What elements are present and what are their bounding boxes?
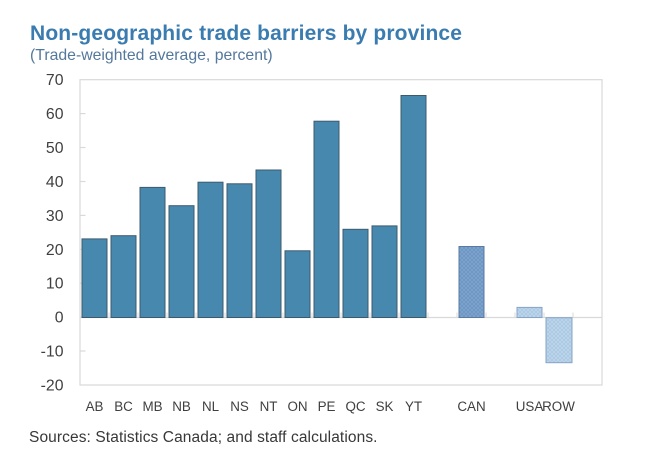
svg-text:60: 60 xyxy=(46,106,64,123)
svg-text:NS: NS xyxy=(230,399,249,414)
svg-text:Sources: Statistics Canada; an: Sources: Statistics Canada; and staff ca… xyxy=(29,429,378,446)
svg-text:70: 70 xyxy=(46,72,64,89)
svg-text:Non-geographic trade barriers: Non-geographic trade barriers by provinc… xyxy=(30,22,462,45)
svg-text:YT: YT xyxy=(405,399,422,414)
svg-text:30: 30 xyxy=(46,208,64,225)
svg-text:(Trade-weighted average, perce: (Trade-weighted average, percent) xyxy=(30,47,273,64)
svg-text:NB: NB xyxy=(172,399,191,414)
svg-text:QC: QC xyxy=(345,399,365,414)
svg-text:MB: MB xyxy=(142,399,162,414)
svg-text:40: 40 xyxy=(46,174,64,191)
svg-text:NT: NT xyxy=(260,399,278,414)
svg-text:ROW: ROW xyxy=(542,399,575,414)
svg-text:SK: SK xyxy=(376,399,394,414)
svg-text:10: 10 xyxy=(46,276,64,293)
svg-text:50: 50 xyxy=(46,140,64,157)
svg-text:USA: USA xyxy=(516,399,544,414)
svg-text:0: 0 xyxy=(55,310,64,327)
svg-text:CAN: CAN xyxy=(457,399,485,414)
svg-text:NL: NL xyxy=(202,399,219,414)
svg-text:ON: ON xyxy=(287,399,307,414)
svg-text:-10: -10 xyxy=(41,344,64,361)
svg-text:20: 20 xyxy=(46,242,64,259)
svg-text:PE: PE xyxy=(318,399,336,414)
svg-text:AB: AB xyxy=(86,399,104,414)
svg-text:-20: -20 xyxy=(41,377,64,394)
svg-text:BC: BC xyxy=(114,399,133,414)
